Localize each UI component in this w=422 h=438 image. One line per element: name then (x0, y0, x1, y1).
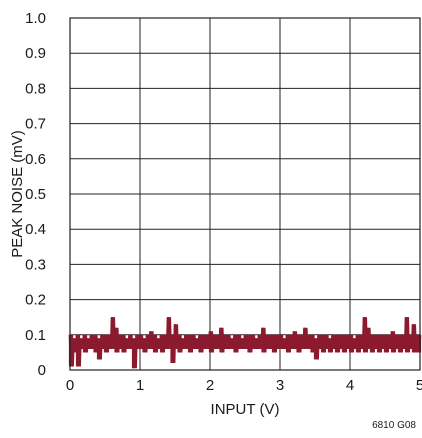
figure-code-label: 6810 G08 (372, 420, 416, 431)
x-axis-label: INPUT (V) (211, 401, 280, 418)
x-tick-label: 2 (206, 377, 214, 394)
grid-lines (69, 17, 421, 371)
y-tick-label: 0.2 (25, 292, 46, 309)
y-tick-label: 0 (38, 362, 46, 379)
y-axis-label: PEAK NOISE (mV) (9, 130, 26, 258)
plot-frame (69, 17, 421, 371)
y-tick-labels: 0 0.1 0.2 0.3 0.4 0.5 0.6 0.7 0.8 0.9 1.0 (25, 10, 46, 379)
y-tick-label: 0.4 (25, 221, 46, 238)
y-tick-label: 1.0 (25, 10, 46, 27)
x-tick-label: 0 (66, 377, 74, 394)
y-tick-label: 0.1 (25, 327, 46, 344)
x-tick-labels: 0 1 2 3 4 5 (66, 377, 422, 394)
y-tick-label: 0.8 (25, 80, 46, 97)
x-tick-label: 1 (136, 377, 144, 394)
y-tick-label: 0.6 (25, 151, 46, 168)
series-peak-noise (68, 317, 422, 369)
x-tick-label: 5 (416, 377, 422, 394)
y-tick-label: 0.7 (25, 116, 46, 133)
x-tick-label: 3 (276, 377, 284, 394)
y-tick-label: 0.9 (25, 45, 46, 62)
y-tick-label: 0.5 (25, 186, 46, 203)
x-tick-label: 4 (346, 377, 354, 394)
y-tick-label: 0.3 (25, 256, 46, 273)
